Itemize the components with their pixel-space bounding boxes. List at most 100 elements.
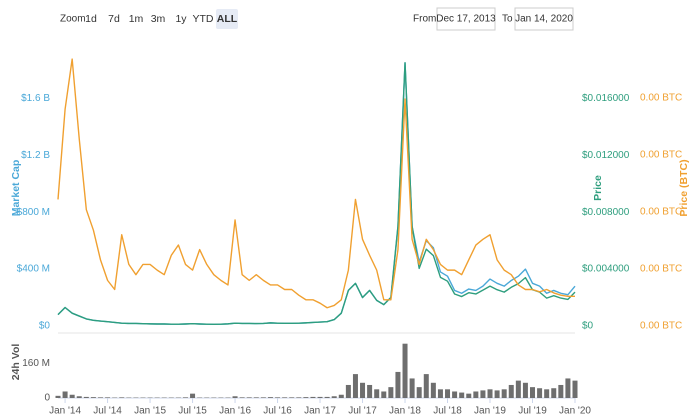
volume-bar — [367, 384, 373, 398]
x-tick-label: Jan '15 — [134, 406, 166, 417]
volume-bar — [69, 394, 75, 398]
volume-bar — [105, 397, 111, 398]
from-label: From — [413, 14, 436, 25]
to-date[interactable]: Jan 14, 2020 — [515, 14, 573, 25]
from-date[interactable]: Dec 17, 2013 — [436, 14, 496, 25]
volume-bar — [246, 397, 252, 398]
volume-bar — [360, 382, 366, 398]
zoom-button[interactable]: ALL — [217, 13, 238, 25]
axis-title: Price (BTC) — [678, 159, 690, 216]
volume-bar — [487, 389, 493, 398]
zoom-button[interactable]: 1y — [175, 13, 187, 25]
volume-bar — [260, 397, 266, 398]
volume-bar — [423, 374, 429, 398]
x-tick-label: Jan '18 — [389, 406, 421, 417]
volume-bar — [331, 396, 337, 398]
volume-bar — [296, 397, 302, 398]
y3-tick-label: 0.00 BTC — [640, 207, 682, 218]
volume-bar — [522, 382, 528, 398]
y2-tick-label: $0 — [582, 321, 594, 332]
volume-bar — [530, 387, 536, 398]
zoom-button[interactable]: 1d — [85, 13, 97, 25]
volume-bar — [572, 380, 578, 398]
axis-title: Price — [592, 175, 604, 201]
volume-bar — [310, 396, 316, 398]
volume-bar — [232, 396, 238, 398]
series-line — [57, 62, 576, 325]
x-tick-label: Jul '19 — [518, 406, 547, 417]
volume-bar — [345, 384, 351, 398]
x-tick-label: Jul '14 — [93, 406, 122, 417]
volume-bar — [190, 393, 196, 398]
volume-bar — [501, 389, 507, 398]
volume-bar — [253, 397, 259, 398]
y-tick-label: 160 M — [22, 358, 50, 369]
from-input[interactable] — [436, 7, 496, 31]
x-tick-label: Jan '17 — [304, 406, 336, 417]
volume-bar — [119, 397, 125, 398]
volume-bar — [551, 388, 557, 398]
volume-bar — [381, 391, 387, 398]
volume-bar — [558, 384, 564, 398]
volume-bar — [430, 382, 436, 398]
volume-bar — [402, 343, 408, 398]
y3-tick-label: 0.00 BTC — [640, 321, 682, 332]
volume-bar — [55, 395, 61, 398]
y3-tick-label: 0.00 BTC — [640, 93, 682, 104]
volume-bar — [97, 397, 103, 398]
volume-bar — [324, 396, 330, 398]
volume-bar — [289, 397, 295, 398]
x-tick-label: Jan '20 — [559, 406, 591, 417]
volume-bar — [267, 397, 273, 398]
to-input[interactable] — [514, 7, 574, 31]
volume-bar — [544, 389, 550, 398]
zoom-button[interactable]: 3m — [151, 13, 166, 25]
volume-bar — [395, 371, 401, 398]
x-tick-label: Jan '19 — [474, 406, 506, 417]
x-tick-label: Jul '18 — [433, 406, 462, 417]
volume-bar — [494, 390, 500, 398]
volume-bar — [445, 389, 451, 398]
volume-bar — [416, 387, 422, 398]
volume-bar — [473, 391, 479, 398]
y-tick-label: 0 — [44, 393, 50, 404]
volume-bar — [182, 397, 188, 398]
volume-bar — [515, 380, 521, 398]
y2-tick-label: $0.016000 — [582, 93, 630, 104]
volume-bar — [409, 378, 415, 398]
y-tick-label: $0 — [39, 321, 51, 332]
zoom-label: Zoom — [60, 14, 86, 25]
zoom-button[interactable]: 7d — [108, 13, 120, 25]
x-tick-label: Jul '15 — [178, 406, 207, 417]
volume-bar — [303, 397, 309, 398]
volume-bar — [76, 396, 82, 398]
volume-bar — [352, 374, 358, 398]
volume-bar — [452, 391, 458, 398]
y2-tick-label: $0.008000 — [582, 207, 630, 218]
zoom-button[interactable]: 1m — [129, 13, 144, 25]
y3-tick-label: 0.00 BTC — [640, 264, 682, 275]
x-tick-label: Jan '14 — [49, 406, 81, 417]
y-tick-label: $1.2 B — [21, 150, 50, 161]
axis-title: Market Cap — [10, 160, 22, 217]
y2-tick-label: $0.004000 — [582, 264, 630, 275]
volume-bar — [83, 396, 89, 398]
volume-bar — [388, 387, 394, 398]
y-tick-label: $400 M — [17, 264, 50, 275]
y-tick-label: $1.6 B — [21, 93, 50, 104]
zoom-button-active[interactable] — [216, 9, 238, 29]
volume-bar — [508, 384, 514, 398]
volume-bar — [459, 392, 465, 398]
y3-tick-label: 0.00 BTC — [640, 150, 682, 161]
y-tick-label: $800 M — [17, 207, 50, 218]
zoom-button[interactable]: YTD — [193, 13, 214, 25]
volume-bar — [317, 396, 323, 398]
volume-bar — [565, 378, 571, 398]
y2-tick-label: $0.012000 — [582, 150, 630, 161]
volume-bar — [437, 389, 443, 398]
volume-bar — [466, 393, 472, 398]
volume-bar — [90, 397, 96, 398]
volume-bar — [282, 397, 288, 398]
volume-bar — [62, 391, 68, 398]
x-tick-label: Jul '16 — [263, 406, 292, 417]
